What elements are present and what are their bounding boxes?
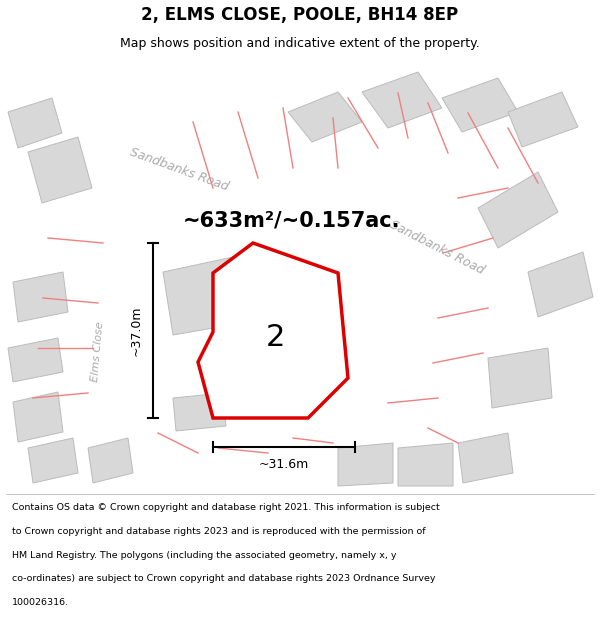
Text: co-ordinates) are subject to Crown copyright and database rights 2023 Ordnance S: co-ordinates) are subject to Crown copyr… xyxy=(12,574,436,583)
Polygon shape xyxy=(458,433,513,483)
Polygon shape xyxy=(442,78,518,132)
Polygon shape xyxy=(362,72,442,128)
Polygon shape xyxy=(508,92,578,147)
Polygon shape xyxy=(198,243,348,418)
Text: ~633m²/~0.157ac.: ~633m²/~0.157ac. xyxy=(183,211,401,231)
Polygon shape xyxy=(398,443,453,486)
Polygon shape xyxy=(288,92,362,142)
Text: Sandbanks Road: Sandbanks Road xyxy=(388,219,487,278)
Polygon shape xyxy=(338,443,393,486)
Text: HM Land Registry. The polygons (including the associated geometry, namely x, y: HM Land Registry. The polygons (includin… xyxy=(12,551,397,560)
Text: Elms Close: Elms Close xyxy=(91,321,106,382)
Polygon shape xyxy=(28,137,92,203)
Text: Sandbanks Road: Sandbanks Road xyxy=(128,146,230,194)
Polygon shape xyxy=(163,257,248,335)
Polygon shape xyxy=(88,438,133,483)
Text: 2: 2 xyxy=(266,322,285,352)
Polygon shape xyxy=(8,98,62,148)
Polygon shape xyxy=(478,172,558,248)
Polygon shape xyxy=(13,272,68,322)
Polygon shape xyxy=(28,438,78,483)
Text: ~37.0m: ~37.0m xyxy=(130,305,143,356)
Text: ~31.6m: ~31.6m xyxy=(259,458,309,471)
Polygon shape xyxy=(8,338,63,382)
Polygon shape xyxy=(488,348,552,408)
Polygon shape xyxy=(528,252,593,317)
Polygon shape xyxy=(173,393,226,431)
Text: Map shows position and indicative extent of the property.: Map shows position and indicative extent… xyxy=(120,37,480,50)
Text: to Crown copyright and database rights 2023 and is reproduced with the permissio: to Crown copyright and database rights 2… xyxy=(12,527,425,536)
Text: Contains OS data © Crown copyright and database right 2021. This information is : Contains OS data © Crown copyright and d… xyxy=(12,504,440,512)
Text: 100026316.: 100026316. xyxy=(12,598,69,607)
Text: 2, ELMS CLOSE, POOLE, BH14 8EP: 2, ELMS CLOSE, POOLE, BH14 8EP xyxy=(142,6,458,24)
Polygon shape xyxy=(13,392,63,442)
